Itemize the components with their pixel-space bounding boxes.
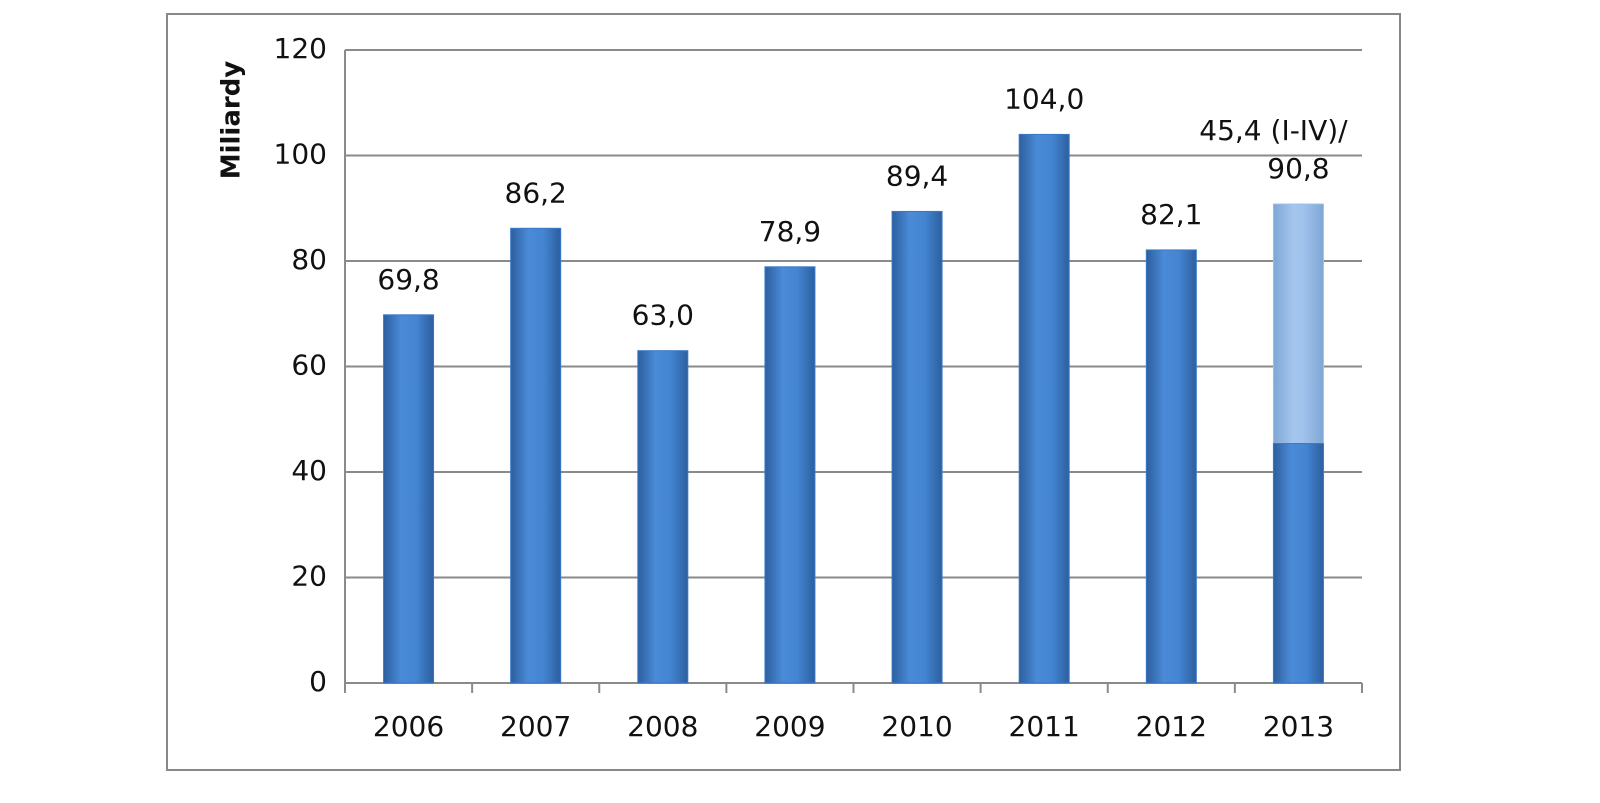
value-label: 78,9	[759, 215, 821, 248]
bar	[891, 210, 943, 684]
x-tick-label: 2012	[1136, 710, 1207, 743]
value-label: 90,8	[1267, 152, 1329, 185]
bar	[1145, 249, 1197, 684]
x-tick-label: 2013	[1263, 710, 1334, 743]
y-tick-label: 20	[291, 560, 327, 593]
value-label: 69,8	[377, 263, 439, 296]
y-tick-label: 60	[291, 349, 327, 382]
value-label: 63,0	[632, 299, 694, 332]
y-tick-label: 100	[274, 138, 327, 171]
x-tick-label: 2011	[1009, 710, 1080, 743]
x-tick-label: 2010	[881, 710, 952, 743]
bar	[383, 314, 435, 684]
y-tick-label: 40	[291, 454, 327, 487]
y-axis-label: Miliardy	[217, 61, 247, 180]
value-label: 82,1	[1140, 198, 1202, 231]
bar	[1018, 133, 1070, 684]
x-tick-label: 2008	[627, 710, 698, 743]
y-tick-label: 80	[291, 243, 327, 276]
bar	[764, 266, 816, 684]
value-label: 86,2	[505, 176, 567, 209]
x-tick-label: 2007	[500, 710, 571, 743]
value-label: 104,0	[1004, 82, 1084, 115]
x-tick-label: 2009	[754, 710, 825, 743]
bar	[1272, 443, 1324, 684]
chart-border	[166, 13, 1401, 771]
x-tick-label: 2006	[373, 710, 444, 743]
y-tick-label: 120	[274, 32, 327, 65]
value-label: 45,4 (I-IV)/	[1199, 114, 1348, 147]
bar	[637, 350, 689, 684]
y-tick-label: 0	[309, 665, 327, 698]
bar	[510, 227, 562, 684]
value-label: 89,4	[886, 159, 948, 192]
